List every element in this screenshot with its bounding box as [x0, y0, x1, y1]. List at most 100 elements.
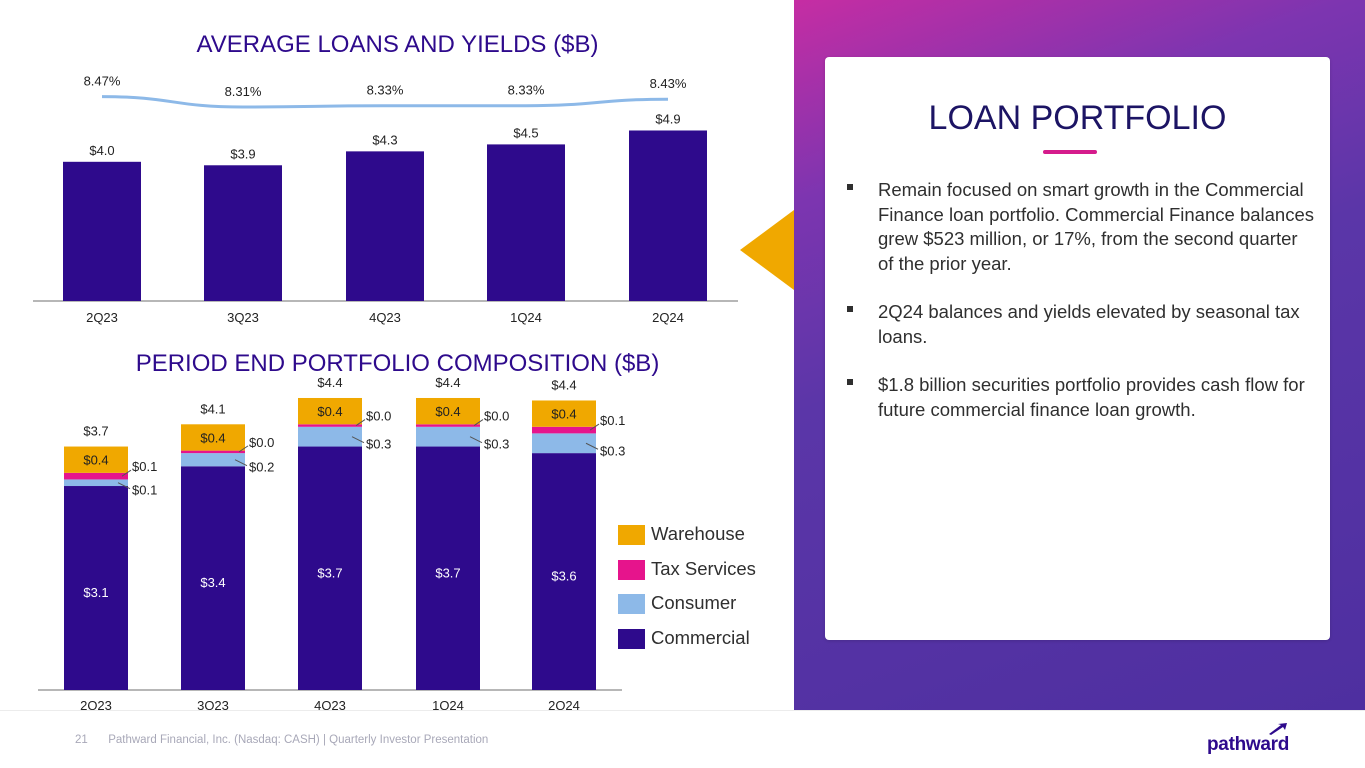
- segment-label-commercial: $3.7: [317, 565, 342, 580]
- yield-label: 8.47%: [84, 74, 121, 89]
- legend-label: Warehouse: [651, 523, 745, 544]
- yield-label: 8.31%: [225, 84, 262, 99]
- bullet-text: Remain focused on smart growth in the Co…: [878, 179, 1314, 274]
- segment-label-tax-services: $0.0: [366, 409, 391, 424]
- bar-segment-tax-services: [64, 472, 128, 480]
- bar-value-label: $4.9: [655, 111, 680, 126]
- x-tick-label: 1Q24: [432, 698, 464, 710]
- bar-segment-consumer: [64, 479, 128, 487]
- bar-segment-commercial: [64, 486, 128, 690]
- slide-number: 21: [75, 734, 88, 746]
- yield-label: 8.33%: [508, 83, 545, 98]
- x-tick-label: 4Q23: [369, 310, 401, 325]
- bar-segment-warehouse: [64, 446, 128, 473]
- bar-value-label: $3.9: [230, 146, 255, 161]
- leader-line: [121, 469, 132, 477]
- bar-segment-warehouse: [532, 400, 596, 427]
- logo-arrow-icon: [1269, 723, 1287, 735]
- yield-line: [101, 95, 669, 109]
- logo-wordmark: pathward: [1207, 734, 1290, 755]
- bar-segment-consumer: [532, 433, 596, 454]
- footer: 21 Pathward Financial, Inc. (Nasdaq: CAS…: [75, 734, 488, 746]
- segment-label-warehouse: $0.4: [317, 404, 342, 419]
- bar-segment-tax-services: [532, 426, 596, 434]
- chart-title-average-loans: AVERAGE LOANS AND YIELDS ($B): [196, 31, 599, 58]
- bar-segment-commercial: [181, 466, 245, 690]
- leader-line: [355, 419, 366, 426]
- x-tick-label: 2Q23: [80, 698, 112, 710]
- x-tick-label: 2Q23: [86, 310, 118, 325]
- x-tick-label: 1Q24: [510, 310, 542, 325]
- bar-segment-warehouse: [416, 397, 480, 425]
- segment-label-consumer: $0.3: [600, 443, 625, 458]
- chart-title-portfolio-composition: PERIOD END PORTFOLIO COMPOSITION ($B): [135, 350, 660, 377]
- bar-average-loans: [487, 144, 565, 301]
- leader-line: [585, 442, 599, 450]
- bullet-item: Remain focused on smart growth in the Co…: [847, 178, 1317, 276]
- bar-average-loans: [63, 161, 141, 301]
- pointer-arrow: [740, 210, 794, 290]
- bullet-item: $1.8 billion securities portfolio provid…: [847, 373, 1317, 422]
- bar-segment-commercial: [298, 446, 362, 690]
- bullet-text: $1.8 billion securities portfolio provid…: [878, 374, 1305, 420]
- bar-segment-tax-services: [416, 424, 480, 427]
- bullet-item: 2Q24 balances and yields elevated by sea…: [847, 300, 1317, 349]
- segment-label-consumer: $0.3: [366, 437, 391, 452]
- legend-swatch: [618, 628, 645, 649]
- average-loans-chart: $4.0 2Q23 $3.9 3Q23 $4.3 4Q23 $4.5 1Q24 $4.9 2Q24…: [33, 74, 738, 325]
- bar-segment-consumer: [416, 426, 480, 447]
- total-label: $4.1: [200, 401, 225, 416]
- segment-label-consumer: $0.3: [484, 437, 509, 452]
- bar-segment-consumer: [298, 426, 362, 447]
- x-tick-label: 2Q24: [652, 310, 684, 325]
- leader-line: [117, 482, 131, 490]
- title-accent-rule: [1043, 150, 1097, 154]
- segment-label-tax-services: $0.0: [249, 435, 274, 450]
- bar-average-loans: [629, 130, 707, 301]
- segment-label-commercial: $3.6: [551, 569, 576, 584]
- loan-portfolio-card: LOAN PORTFOLIO Remain focused on smart g…: [825, 57, 1330, 640]
- yield-label: 8.33%: [367, 83, 404, 98]
- bar-segment-warehouse: [298, 397, 362, 425]
- bar-segment-consumer: [181, 453, 245, 467]
- segment-label-consumer: $0.1: [132, 483, 157, 498]
- segment-label-commercial: $3.7: [435, 565, 460, 580]
- leader-line: [469, 436, 483, 444]
- leader-line: [351, 436, 365, 444]
- bar-segment-tax-services: [181, 450, 245, 454]
- pathward-logo: pathward: [1205, 722, 1295, 756]
- segment-label-tax-services: $0.0: [484, 409, 509, 424]
- yield-label: 8.43%: [650, 76, 687, 91]
- bar-segment-warehouse: [181, 424, 245, 451]
- segment-label-warehouse: $0.4: [435, 404, 460, 419]
- card-title: LOAN PORTFOLIO: [928, 99, 1227, 137]
- legend-swatch: [618, 525, 645, 545]
- total-label: $4.4: [551, 377, 576, 392]
- legend-label: Consumer: [651, 592, 737, 613]
- total-label: $4.4: [435, 375, 460, 390]
- segment-label-commercial: $3.4: [200, 575, 225, 590]
- total-label: $3.7: [83, 424, 108, 439]
- segment-label-tax-services: $0.1: [132, 459, 157, 474]
- portfolio-composition-chart: $3.1 $0.4 $0.1 $0.1 $3.7 2Q23 $3.4 $0.4 $0.0 $0.2…: [38, 375, 625, 710]
- bullet-list: Remain focused on smart growth in the Co…: [847, 178, 1317, 446]
- bullet-square-icon: [847, 379, 853, 385]
- x-tick-label: 4Q23: [314, 698, 346, 710]
- charts-area: AVERAGE LOANS AND YIELDS ($B) $4.0 2Q23 $3…: [33, 31, 756, 710]
- bar-segment-tax-services: [298, 424, 362, 427]
- segment-label-tax-services: $0.1: [600, 413, 625, 428]
- bar-average-loans: [204, 165, 282, 301]
- bar-value-label: $4.0: [89, 143, 114, 158]
- segment-label-commercial: $3.1: [83, 585, 108, 600]
- legend-swatch: [618, 594, 645, 614]
- segment-label-warehouse: $0.4: [200, 430, 225, 445]
- bar-segment-commercial: [532, 453, 596, 690]
- footer-divider: [0, 710, 1365, 711]
- bullet-square-icon: [847, 306, 853, 312]
- bar-segment-commercial: [416, 446, 480, 690]
- leader-line: [238, 445, 249, 453]
- leader-line: [234, 459, 248, 467]
- segment-label-warehouse: $0.4: [83, 453, 108, 468]
- total-label: $4.4: [317, 375, 342, 390]
- bullet-text: 2Q24 balances and yields elevated by sea…: [878, 301, 1300, 347]
